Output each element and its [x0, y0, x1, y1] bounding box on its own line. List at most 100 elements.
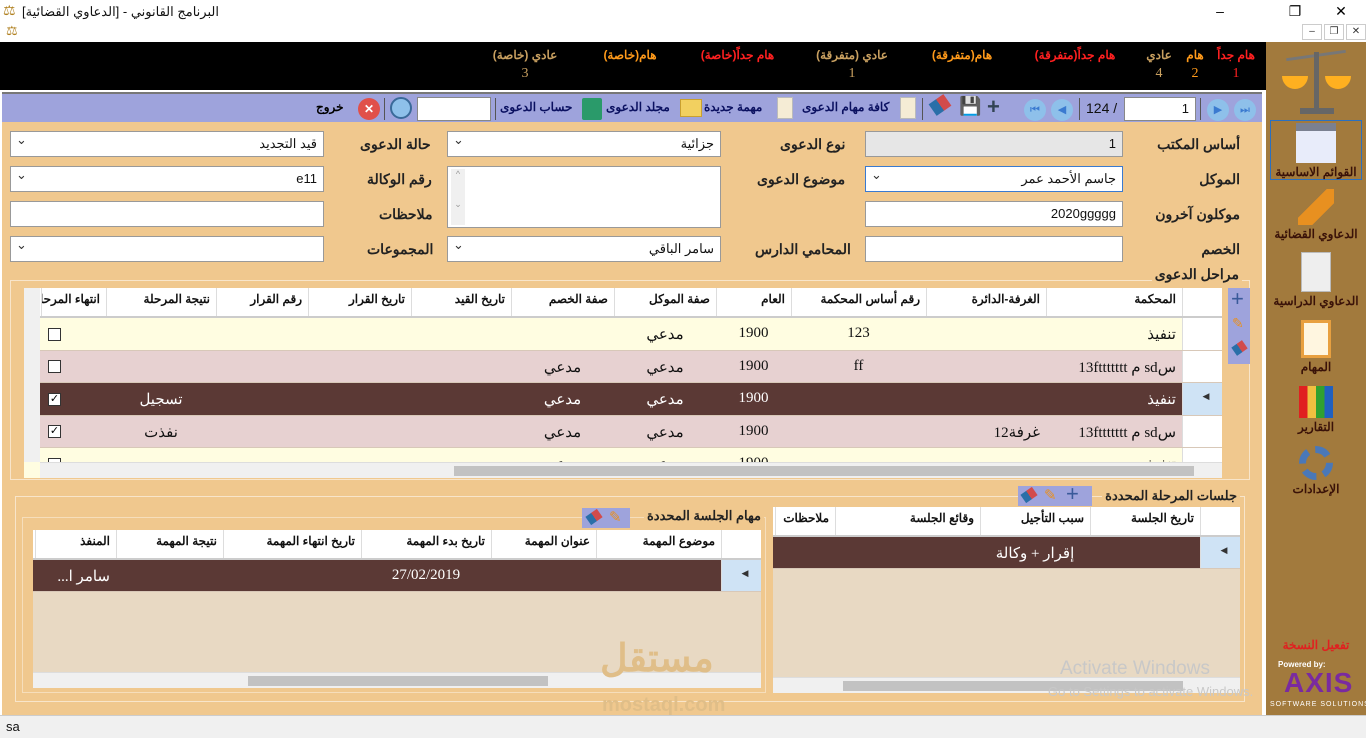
counter-label[interactable]: عادي	[1146, 48, 1172, 62]
counter-label[interactable]: هام(متفرقة)	[931, 48, 993, 62]
case-subject-textarea[interactable]	[447, 166, 721, 228]
counter-value[interactable]: 1	[1232, 66, 1240, 81]
last-record-button[interactable]: ⏭	[1234, 99, 1256, 121]
mdi-minimize-button[interactable]: –	[1302, 24, 1322, 40]
add-stage-icon[interactable]: +	[1231, 286, 1244, 311]
opponent-field[interactable]	[865, 236, 1123, 262]
counter-label[interactable]: هام جداً(متفرقة)	[1034, 48, 1116, 62]
case-account-button[interactable]: حساب الدعوى	[500, 100, 573, 114]
mdi-close-button[interactable]: ✕	[1346, 24, 1366, 40]
clipboard-icon[interactable]	[900, 97, 916, 119]
scrollbar-thumb[interactable]	[248, 676, 548, 686]
add-session-icon[interactable]: +	[1066, 481, 1079, 506]
counter-value[interactable]: 2	[1191, 66, 1199, 81]
save-icon[interactable]: 💾	[959, 96, 982, 116]
table-row[interactable]: ◀ إقرار + وكالة	[773, 537, 1240, 569]
next-record-button[interactable]: ▶	[1207, 99, 1229, 121]
groups-select[interactable]	[10, 236, 324, 262]
mdi-restore-button[interactable]: ❐	[1324, 24, 1344, 40]
maximize-button[interactable]: ❐	[1288, 3, 1302, 19]
counter-value[interactable]: 1	[848, 66, 856, 81]
first-record-button[interactable]: ⏮	[1024, 99, 1046, 121]
counter-label[interactable]: هام(خاصة)	[603, 48, 657, 62]
scrollbar-thumb[interactable]	[843, 681, 1183, 691]
scrollbar-thumb[interactable]	[454, 466, 1194, 476]
column-header[interactable]: وقائع الجلسة	[835, 507, 980, 535]
activate-version-link[interactable]: تفعيل النسخة	[1282, 638, 1350, 652]
notes-field[interactable]	[10, 201, 324, 227]
table-row[interactable]: تنفيذ 123 1900 مدعي	[24, 318, 1222, 351]
vertical-scrollbar[interactable]	[24, 288, 40, 462]
edit-stage-icon[interactable]: ✎	[1232, 315, 1244, 331]
column-header[interactable]: الغرفة-الدائرة	[926, 288, 1046, 316]
all-tasks-button[interactable]: كافة مهام الدعوى	[802, 100, 890, 114]
column-header[interactable]: ملاحظات	[775, 507, 835, 535]
sidebar-item-chart[interactable]: التقارير	[1270, 384, 1362, 442]
counter-label[interactable]: عادي (متفرقة)	[816, 48, 888, 62]
sidebar-item-gavel[interactable]: الدعاوي القضائية	[1270, 187, 1362, 245]
column-header[interactable]: تاريخ انتهاء المهمة	[223, 530, 361, 558]
search-input[interactable]	[417, 97, 491, 121]
minimize-button[interactable]: –	[1216, 3, 1224, 19]
counter-value[interactable]: 3	[521, 66, 529, 81]
close-button[interactable]: ✕	[1335, 3, 1347, 19]
exit-icon[interactable]: ✕	[358, 98, 380, 120]
delete-session-icon[interactable]	[1020, 486, 1038, 504]
row-selector[interactable]: ◀	[1200, 537, 1240, 568]
folder-icon[interactable]	[680, 99, 702, 117]
row-selector[interactable]	[1182, 318, 1222, 350]
column-header[interactable]: العام	[716, 288, 791, 316]
column-header[interactable]: تاريخ الجلسة	[1090, 507, 1200, 535]
column-header[interactable]: سبب التأجيل	[980, 507, 1090, 535]
sidebar-item-gear[interactable]: الإعدادات	[1270, 444, 1362, 502]
add-icon[interactable]: +	[987, 94, 1000, 119]
exit-button[interactable]: خروج	[316, 100, 344, 114]
column-header[interactable]: المحكمة	[1046, 288, 1182, 316]
eraser-icon[interactable]	[928, 94, 952, 116]
column-header[interactable]: انتهاء المرحلة	[41, 288, 106, 316]
lawyer-select[interactable]: سامر الباقي	[447, 236, 721, 262]
table-row[interactable]: سsd م 13fttttttt غرفة12 1900 مدعي مدعي نفذت ✓	[24, 415, 1222, 448]
counter-value[interactable]: 4	[1155, 66, 1163, 81]
counter-label[interactable]: عادي (خاصة)	[492, 48, 558, 62]
table-row[interactable]: ◀ 27/02/2019 سامر ا...	[33, 560, 761, 592]
horizontal-scrollbar[interactable]	[773, 677, 1240, 693]
horizontal-scrollbar[interactable]	[33, 672, 761, 688]
table-row[interactable]: ◀ تنفيذ 1900 مدعي مدعي تسجيل ✓	[24, 383, 1222, 416]
row-selector[interactable]	[1182, 415, 1222, 447]
column-header[interactable]: صفة الخصم	[511, 288, 614, 316]
column-header[interactable]: تاريخ القرار	[308, 288, 411, 316]
counter-label[interactable]: هام جداً	[1217, 48, 1255, 62]
delete-task-icon[interactable]	[585, 508, 603, 526]
column-header[interactable]: تاريخ القيد	[411, 288, 511, 316]
column-header[interactable]: نتيجة المهمة	[116, 530, 223, 558]
money-icon[interactable]	[582, 98, 602, 120]
client-select[interactable]: جاسم الأحمد عمر	[865, 166, 1123, 192]
column-header[interactable]: المنفذ	[35, 530, 116, 558]
row-selector[interactable]: ◀	[721, 560, 761, 591]
row-selector[interactable]	[1182, 350, 1222, 382]
column-header[interactable]: صفة الموكل	[614, 288, 716, 316]
other-clients-field[interactable]: 2020ggggg	[865, 201, 1123, 227]
stage-ended-checkbox[interactable]	[48, 360, 61, 374]
horizontal-scrollbar[interactable]	[40, 462, 1222, 478]
column-header[interactable]: تاريخ بدء المهمة	[361, 530, 491, 558]
stage-ended-checkbox[interactable]: ✓	[48, 425, 61, 439]
textarea-scrollbar[interactable]: ^ ⌄	[451, 169, 465, 225]
edit-session-icon[interactable]: ✎	[1044, 487, 1057, 504]
counter-label[interactable]: هام جداً(خاصة)	[700, 48, 775, 62]
counter-label[interactable]: هام	[1186, 48, 1204, 62]
table-row[interactable]: سsd م 13fttttttt ff 1900 مدعي مدعي	[24, 350, 1222, 383]
prev-record-button[interactable]: ◀	[1051, 99, 1073, 121]
column-header[interactable]: عنوان المهمة	[491, 530, 596, 558]
column-header[interactable]: موضوع المهمة	[596, 530, 721, 558]
sidebar-item-document[interactable]: الدعاوي الدراسية	[1270, 250, 1362, 308]
row-selector[interactable]: ◀	[1182, 383, 1222, 415]
new-task-button[interactable]: مهمة جديدة	[704, 100, 763, 114]
case-type-select[interactable]: جزائية	[447, 131, 721, 157]
page-input[interactable]: 1	[1124, 97, 1196, 121]
office-basis-field[interactable]: 1	[865, 131, 1123, 157]
clipboard-icon[interactable]	[777, 97, 793, 119]
column-header[interactable]: رقم أساس المحكمة	[791, 288, 926, 316]
sidebar-item-list[interactable]: القوائم الاساسية	[1270, 120, 1362, 180]
